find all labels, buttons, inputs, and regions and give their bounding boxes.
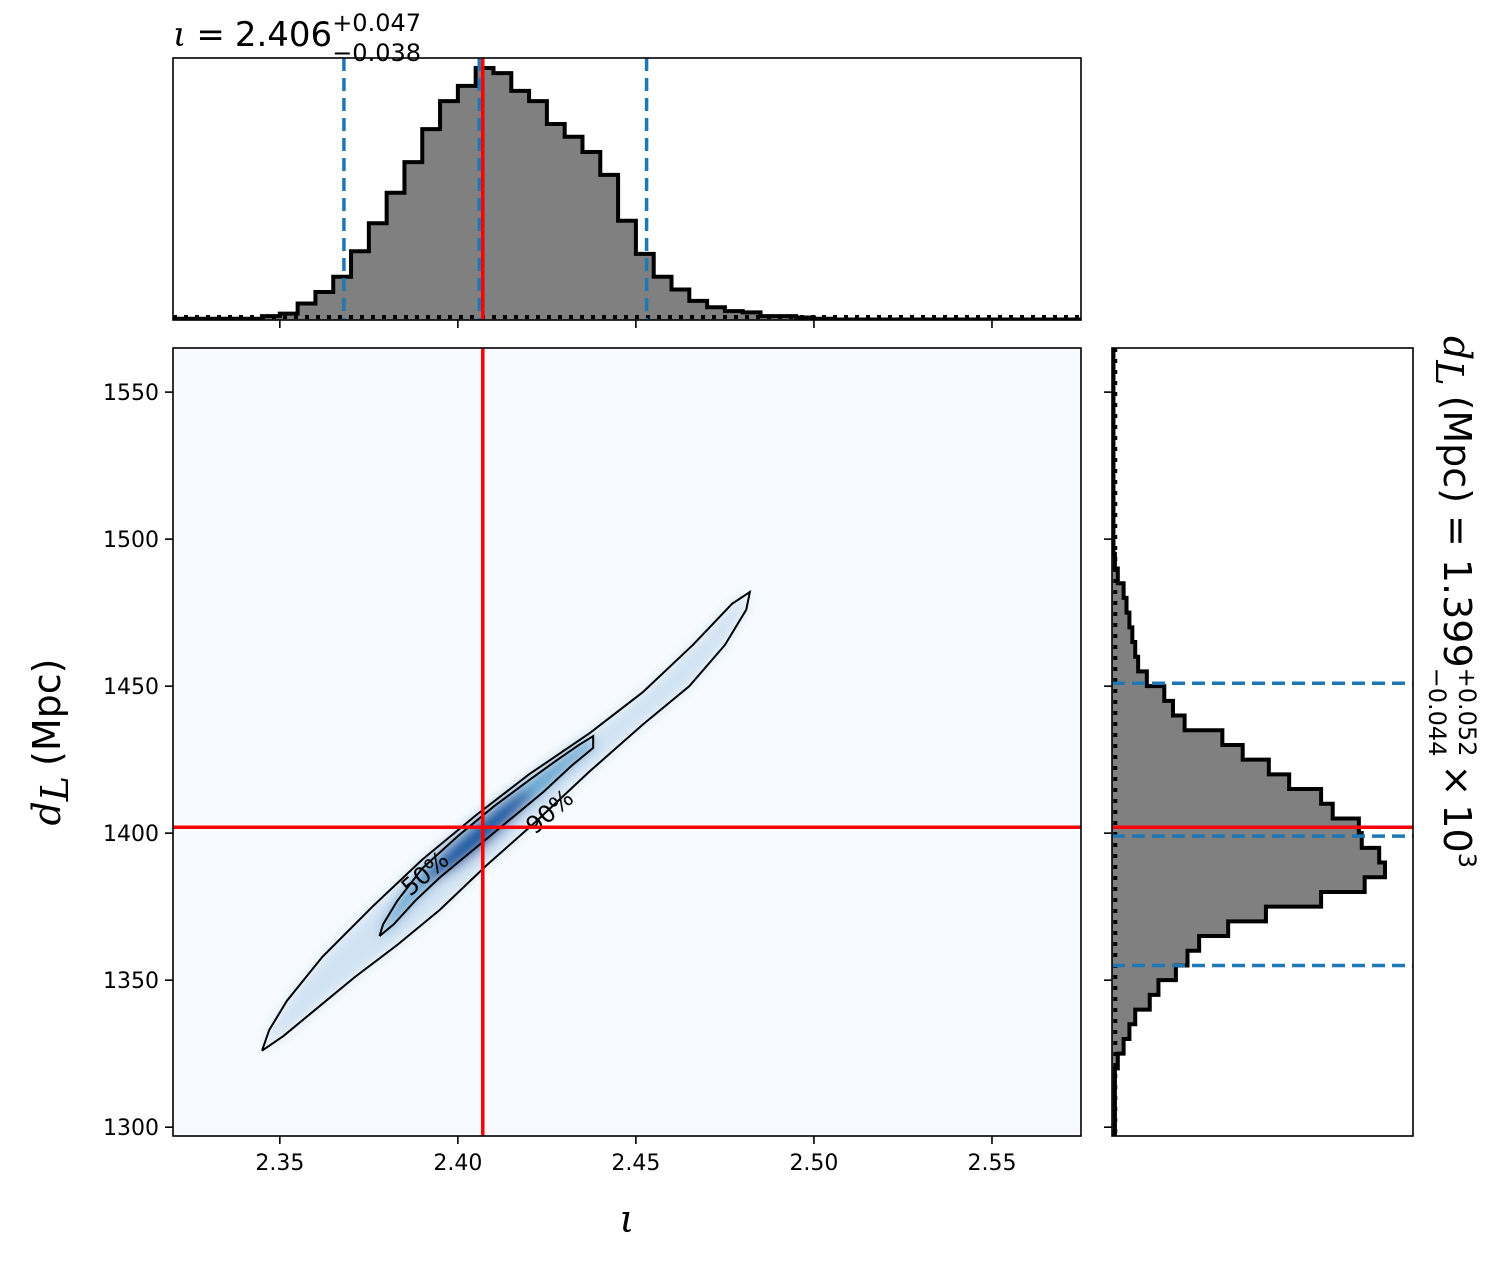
contour-line	[378, 734, 595, 937]
y-axis-unit: (Mpc)	[25, 658, 69, 765]
dl-summary-title: dL (Mpc) = 1.399+0.052−0.044 × 103	[1423, 336, 1481, 868]
y-axis-subscript: L	[33, 776, 77, 802]
y-tick-label: 1450	[103, 675, 159, 700]
x-tick-label: 2.40	[433, 1151, 482, 1176]
density-core	[427, 791, 532, 882]
dl-title-equals: =	[1435, 515, 1479, 547]
y-tick-label: 1350	[103, 969, 159, 994]
dl-title-exponent: 3	[1453, 853, 1481, 868]
y-tick-label: 1550	[103, 381, 159, 406]
y-axis-label: dL (Mpc)	[25, 658, 77, 825]
contour-line	[261, 589, 752, 1052]
iota-title-value: 2.406	[235, 15, 332, 55]
y-tick-label: 1500	[103, 528, 159, 553]
dl-title-subscript: L	[1427, 359, 1471, 385]
joint-frame	[172, 347, 1082, 1137]
dl-histogram-fill	[1112, 348, 1385, 1136]
y-tick-label: 1400	[103, 822, 159, 847]
dl-title-upper: +0.052	[1453, 668, 1481, 757]
joint-density-heatmap	[262, 592, 750, 1051]
dl-marginal-frame	[1111, 347, 1414, 1137]
x-tick-label: 2.45	[611, 1151, 660, 1176]
iota-title-lower: −0.038	[332, 39, 421, 67]
iota-histogram-step	[173, 66, 1081, 320]
iota-title-symbol: ι	[173, 15, 186, 55]
iota-title-upper: +0.047	[332, 9, 421, 37]
dl-title-lower: −0.044	[1423, 668, 1451, 757]
dl-title-base: 10	[1435, 804, 1479, 852]
x-tick-label: 2.35	[255, 1151, 304, 1176]
y-tick-label: 1300	[103, 1116, 159, 1141]
dl-marginal-panel: dL (Mpc) = 1.399+0.052−0.044 × 103	[1104, 336, 1481, 1137]
iota-histogram-fill	[173, 68, 1081, 320]
dl-title-unit: (Mpc)	[1435, 396, 1479, 503]
x-tick-label: 2.50	[789, 1151, 838, 1176]
dl-title-symbol: d	[1435, 336, 1479, 360]
x-axis-label: ι	[620, 1197, 635, 1241]
dl-title-times: ×	[1435, 764, 1479, 796]
dl-histogram-step	[1112, 348, 1387, 1136]
iota-title-equals: =	[196, 15, 225, 55]
y-axis-symbol: d	[25, 801, 69, 825]
x-tick-label: 2.55	[967, 1151, 1016, 1176]
iota-marginal-panel: ι = 2.406+0.047 −0.038	[172, 9, 1082, 328]
iota-summary-title: ι = 2.406+0.047 −0.038	[173, 9, 421, 67]
dl-title-value: 1.399	[1435, 559, 1479, 668]
joint-density-background	[173, 348, 1081, 1136]
iota-marginal-frame	[172, 57, 1082, 321]
joint-posterior-panel: 50%90% 2.35 2.40 2.45 2.50 2.55 130013501400…	[25, 347, 1082, 1241]
